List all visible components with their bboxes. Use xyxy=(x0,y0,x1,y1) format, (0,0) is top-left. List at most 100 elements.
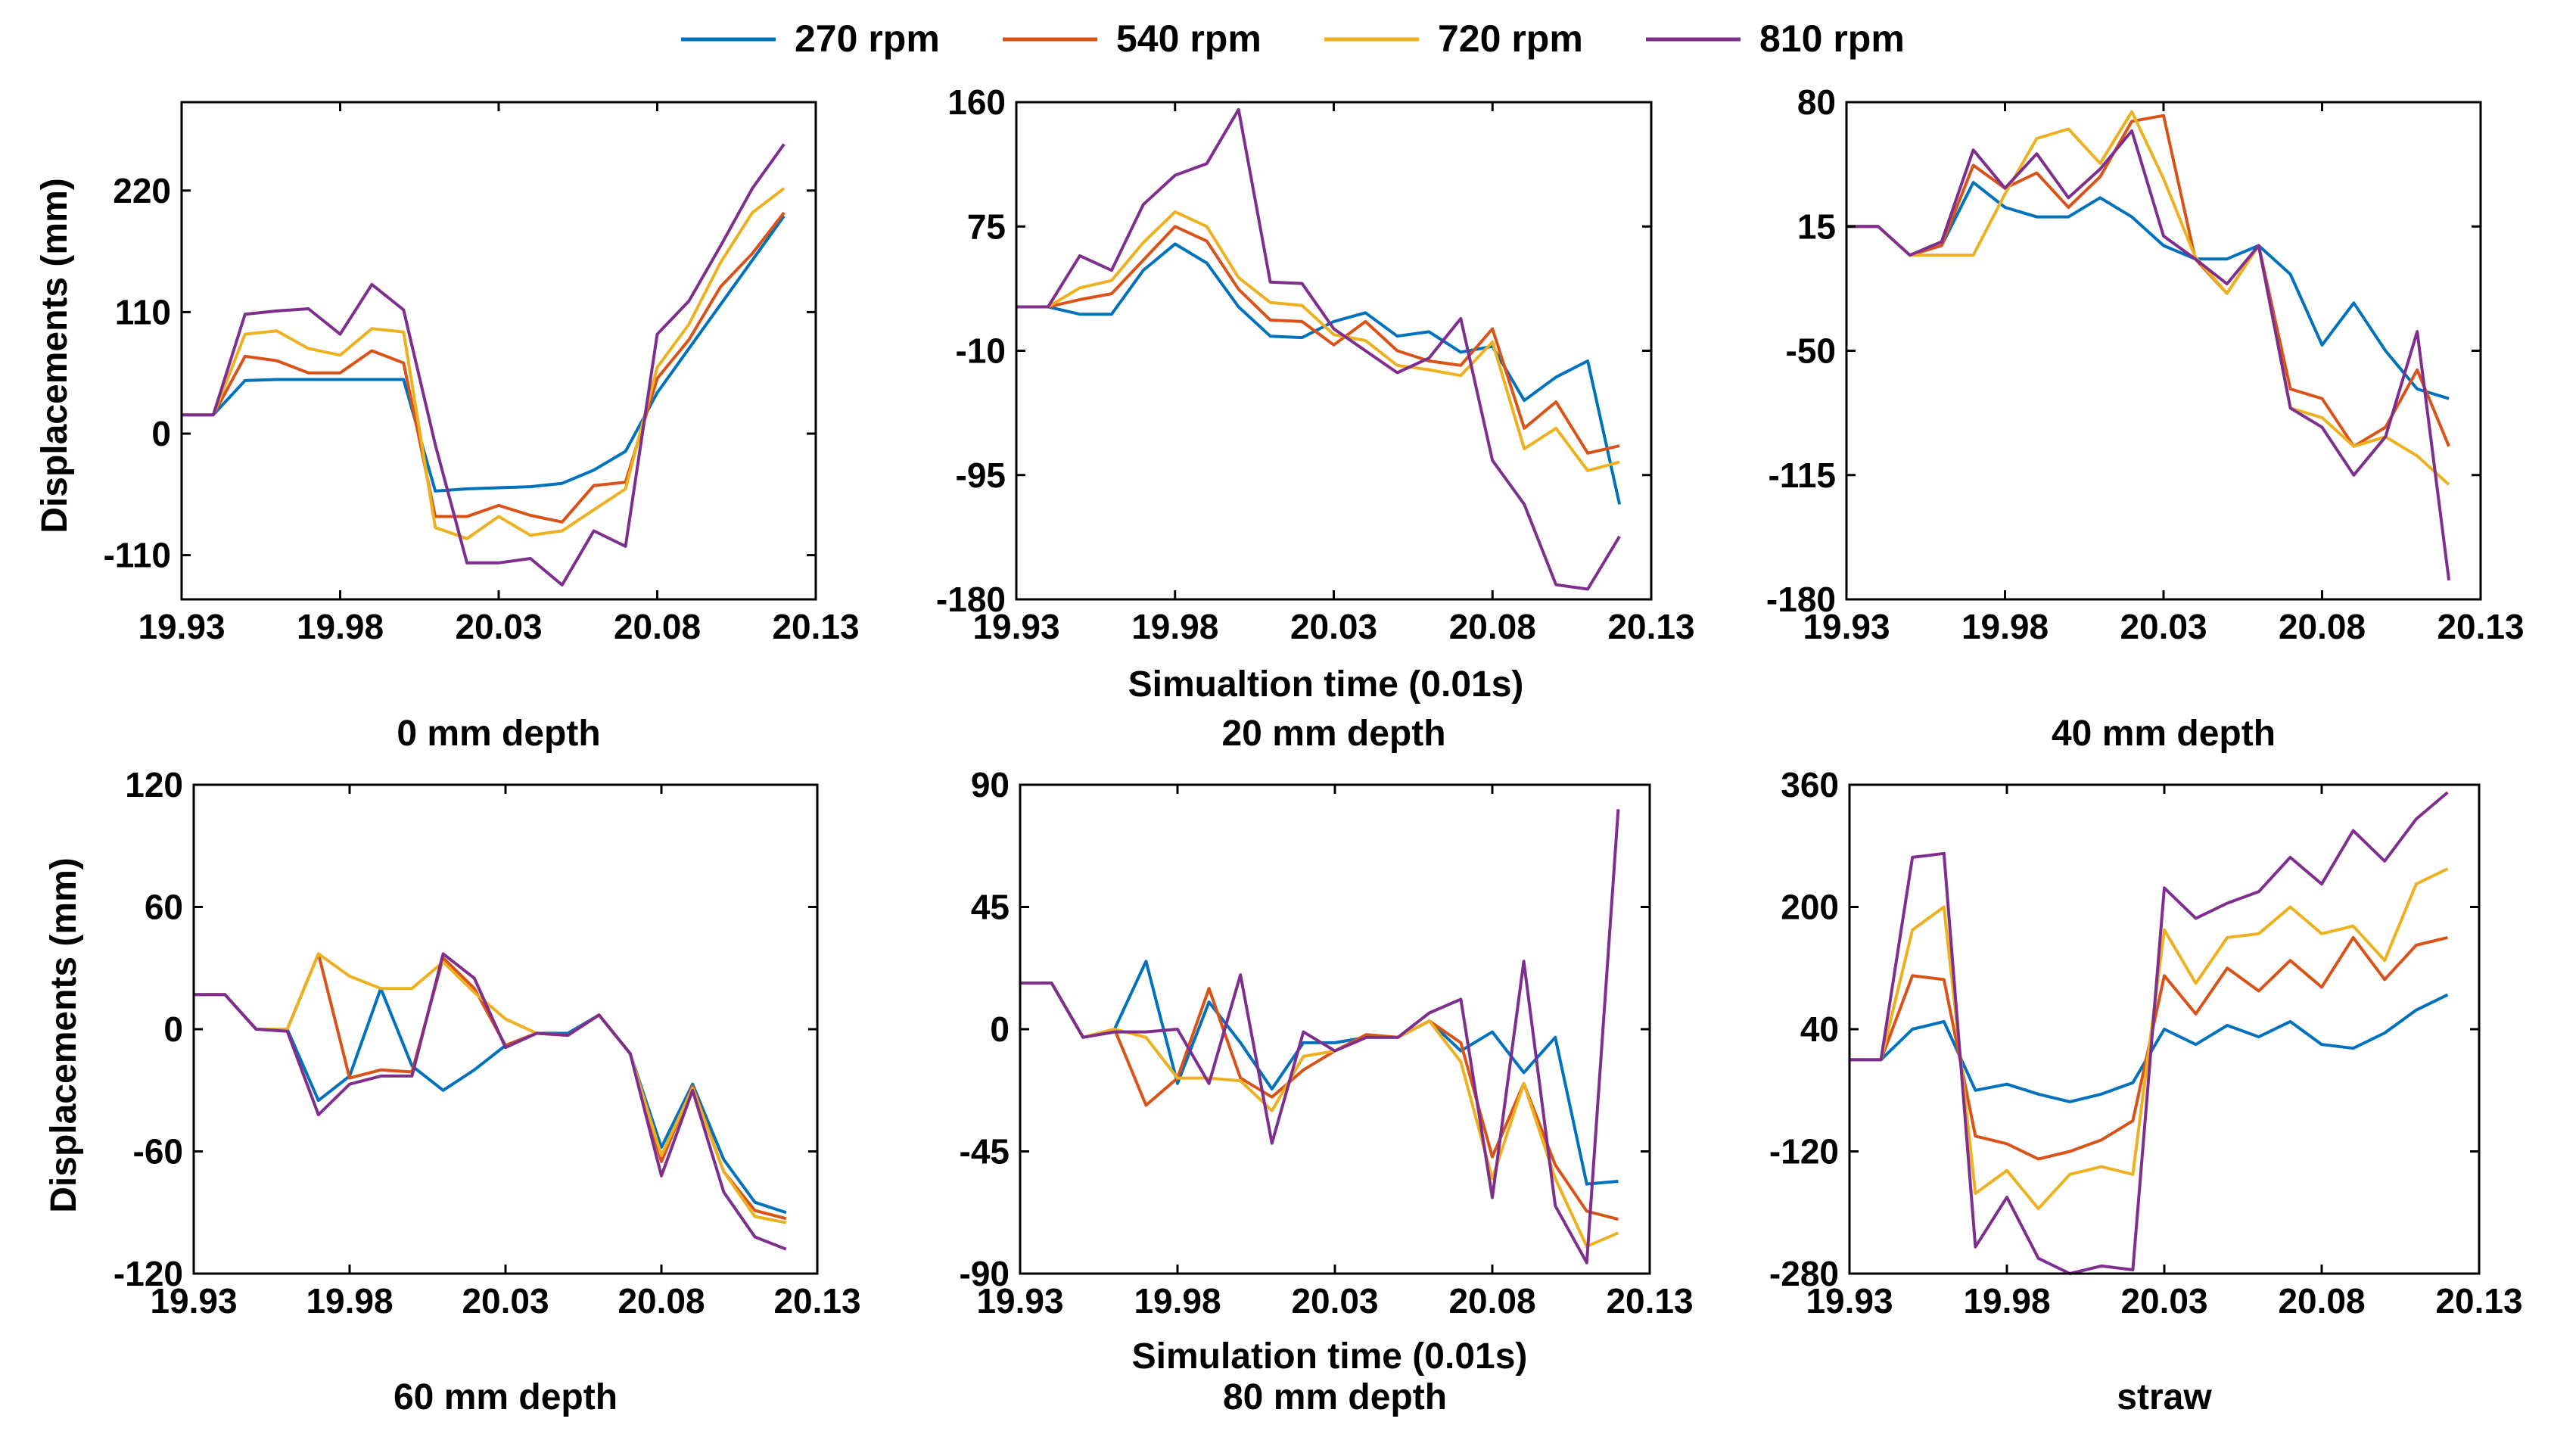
chart-panel: 19.93 19.98 20.03 20.08 20.13 -90 -45 0 45 90 80 m… xyxy=(960,765,1694,1417)
x-tick-label: 20.08 xyxy=(2279,607,2366,646)
series-line-810rpm xyxy=(1849,791,2449,1275)
series-line-720rpm xyxy=(1846,110,2450,486)
chart-panel: 19.93 19.98 20.03 20.08 20.13 -180 -115 -50 15 80… xyxy=(1766,82,2525,754)
panel-title: 60 mm depth xyxy=(394,1377,618,1417)
y-tick-label: 80 xyxy=(1797,82,1836,122)
panel-title: straw xyxy=(2117,1377,2212,1417)
y-tick-label: 160 xyxy=(947,82,1006,122)
x-tick-label: 19.93 xyxy=(150,1281,237,1321)
panel-title: 80 mm depth xyxy=(1223,1377,1447,1417)
y-tick-label: 0 xyxy=(990,1010,1010,1049)
legend-label: 540 rpm xyxy=(1116,17,1262,60)
x-tick-label: 20.03 xyxy=(455,607,542,646)
y-tick-label: -180 xyxy=(1766,580,1836,619)
y-tick-label: -110 xyxy=(103,536,171,575)
x-tick-label: 19.93 xyxy=(1803,607,1890,646)
series-line-810rpm xyxy=(194,952,787,1251)
x-tick-label: 20.13 xyxy=(1607,607,1694,646)
y-tick-label: 200 xyxy=(1781,888,1839,927)
legend: 270 rpm 540 rpm 720 rpm 810 rpm xyxy=(681,17,1905,60)
chart-panel: 19.93 19.98 20.03 20.08 20.13 -110 0 110 220 0 mm… xyxy=(103,101,860,754)
x-tick-label: 20.13 xyxy=(2435,1281,2522,1321)
series-line-810rpm xyxy=(1846,129,2451,580)
chart-panel: 19.93 19.98 20.03 20.08 20.13 -120 -60 0 60 120 60… xyxy=(114,765,861,1417)
y-tick-label: 220 xyxy=(113,171,171,210)
series-line-720rpm xyxy=(1020,982,1619,1249)
x-tick-label: 20.03 xyxy=(2120,1281,2207,1321)
series-line-810rpm xyxy=(1020,809,1620,1265)
series-line-810rpm xyxy=(182,143,786,586)
x-tick-label: 19.93 xyxy=(1806,1281,1893,1321)
y-tick-label: -280 xyxy=(1769,1254,1839,1293)
panel-title: 0 mm depth xyxy=(397,714,600,754)
y-tick-label: -10 xyxy=(956,331,1006,371)
y-tick-label: -180 xyxy=(936,580,1006,619)
x-tick-label: 20.08 xyxy=(618,1281,705,1321)
y-tick-label: -90 xyxy=(960,1254,1010,1293)
x-tick-label: 20.13 xyxy=(1606,1281,1693,1321)
y-tick-label: 120 xyxy=(125,765,183,804)
series-line-720rpm xyxy=(194,952,787,1224)
x-tick-label: 20.08 xyxy=(614,607,701,646)
series-line-720rpm xyxy=(182,187,786,540)
x-tick-label: 20.03 xyxy=(1290,607,1377,646)
legend-label: 720 rpm xyxy=(1438,17,1583,60)
x-tick-label: 19.98 xyxy=(297,607,384,646)
y-tick-label: -115 xyxy=(1768,456,1836,495)
series-line-810rpm xyxy=(1016,107,1621,591)
y-tick-label: 110 xyxy=(115,292,171,331)
y-tick-label: 40 xyxy=(1800,1010,1839,1049)
x-tick-label: 19.98 xyxy=(306,1281,393,1321)
x-axis-title-bottom: Simulation time (0.01s) xyxy=(1132,1336,1528,1377)
x-axis-title-top: Simualtion time (0.01s) xyxy=(1128,664,1524,705)
series-line-540rpm xyxy=(1846,114,2450,448)
y-tick-label: -50 xyxy=(1786,331,1836,371)
x-tick-label: 19.93 xyxy=(138,607,225,646)
axes-frame xyxy=(180,101,817,601)
x-tick-label: 20.13 xyxy=(773,1281,860,1321)
y-tick-label: -45 xyxy=(960,1132,1010,1171)
y-tick-label: 45 xyxy=(971,888,1010,927)
y-axis-title-top: Displacements (mm) xyxy=(35,178,75,533)
chart-panel: 19.93 19.98 20.03 20.08 20.13 -280 -120 40 200 36… xyxy=(1769,765,2523,1417)
x-tick-label: 20.03 xyxy=(1291,1281,1378,1321)
y-tick-label: 360 xyxy=(1781,765,1839,804)
axes-frame xyxy=(1015,101,1653,601)
series-line-540rpm xyxy=(194,952,787,1221)
y-tick-label: -60 xyxy=(133,1132,183,1171)
y-tick-label: 75 xyxy=(967,207,1006,246)
y-tick-label: 60 xyxy=(145,888,183,927)
x-tick-label: 20.13 xyxy=(772,607,859,646)
series-line-270rpm xyxy=(1016,242,1622,505)
x-tick-label: 20.08 xyxy=(1448,1281,1535,1321)
series-line-270rpm xyxy=(182,215,786,493)
y-tick-label: 0 xyxy=(163,1010,183,1049)
x-tick-label: 20.08 xyxy=(2278,1281,2365,1321)
y-tick-label: 15 xyxy=(1797,207,1836,246)
y-tick-label: -120 xyxy=(114,1254,183,1293)
x-tick-label: 19.98 xyxy=(1961,607,2049,646)
x-tick-label: 20.03 xyxy=(2120,607,2207,646)
legend-label: 810 rpm xyxy=(1759,17,1905,60)
x-tick-label: 19.98 xyxy=(1131,607,1218,646)
y-tick-label: 90 xyxy=(971,765,1010,804)
legend-label: 270 rpm xyxy=(795,17,940,60)
x-tick-label: 20.13 xyxy=(2437,607,2524,646)
x-tick-label: 19.98 xyxy=(1134,1281,1221,1321)
x-tick-label: 20.03 xyxy=(462,1281,549,1321)
x-tick-label: 19.98 xyxy=(1963,1281,2050,1321)
chart-panels: 19.93 19.98 20.03 20.08 20.13 -110 0 110 220 0 mm… xyxy=(103,82,2524,1417)
series-line-720rpm xyxy=(1849,867,2449,1211)
x-tick-label: 19.93 xyxy=(976,1281,1063,1321)
y-tick-label: -95 xyxy=(956,456,1006,495)
x-tick-label: 20.08 xyxy=(1449,607,1536,646)
series-line-540rpm xyxy=(1016,225,1620,455)
series-line-270rpm xyxy=(1846,181,2450,400)
x-tick-label: 19.93 xyxy=(972,607,1059,646)
panel-title: 40 mm depth xyxy=(2052,714,2276,754)
series-line-540rpm xyxy=(182,211,786,524)
chart-panel: 19.93 19.98 20.03 20.08 20.13 -180 -95 -10 75 160… xyxy=(936,82,1695,754)
y-tick-label: 0 xyxy=(151,414,171,453)
series-line-720rpm xyxy=(1016,210,1620,472)
